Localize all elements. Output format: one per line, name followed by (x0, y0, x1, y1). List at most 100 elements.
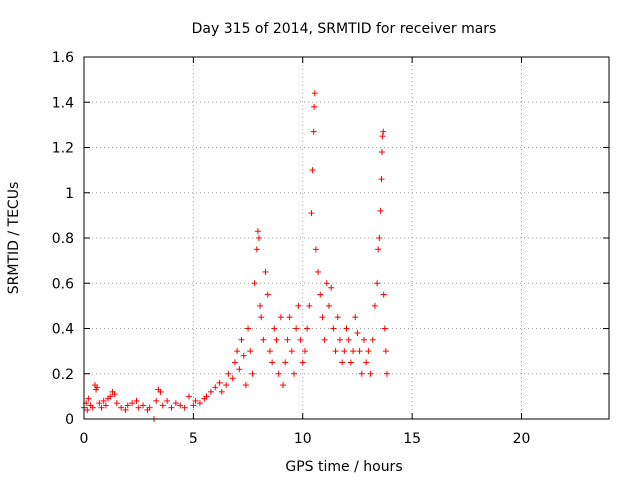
data-point (284, 336, 291, 343)
y-tick-label: 0.6 (52, 276, 74, 292)
data-point (207, 388, 214, 395)
data-point (336, 336, 343, 343)
data-point (378, 149, 385, 156)
data-point (343, 325, 350, 332)
data-point (159, 402, 166, 409)
data-point (254, 228, 261, 235)
data-point (367, 370, 374, 377)
x-tick-label: 0 (80, 431, 89, 447)
data-point (334, 314, 341, 321)
data-point (380, 291, 387, 298)
data-point (251, 280, 258, 287)
data-point (264, 291, 271, 298)
data-point (288, 348, 295, 355)
axis-ticks: 0 0.2 0.4 0.6 0.8 1 1.2 1.4 1.6 0 5 10 15 20 (52, 50, 609, 447)
y-tick-label: 1.4 (52, 95, 74, 111)
data-point (365, 348, 372, 355)
data-point (291, 370, 297, 377)
plot-frame (83, 56, 610, 420)
data-point (308, 210, 315, 217)
x-axis-label: GPS time / hours (285, 459, 402, 475)
data-point (383, 370, 390, 377)
data-point (260, 336, 267, 343)
data-point (379, 133, 386, 140)
data-point (328, 284, 335, 291)
data-point (323, 280, 330, 287)
data-points (81, 90, 390, 422)
data-point (375, 246, 382, 253)
y-tick-label: 1 (65, 186, 74, 202)
data-point (186, 393, 192, 400)
data-point (262, 268, 269, 275)
data-point (245, 325, 252, 332)
data-point (275, 370, 282, 377)
data-point (122, 406, 129, 413)
data-point (380, 128, 387, 135)
data-point (354, 330, 361, 337)
data-point (146, 404, 153, 411)
data-point (172, 400, 179, 407)
data-point (332, 348, 339, 355)
data-point (190, 402, 197, 409)
data-point (98, 404, 105, 411)
data-point (238, 336, 245, 343)
data-point (225, 370, 232, 377)
data-point (266, 348, 273, 355)
grid-lines (84, 57, 609, 419)
data-point (234, 348, 241, 355)
data-point (100, 397, 107, 404)
data-point (381, 325, 388, 332)
data-point (297, 336, 304, 343)
y-tick-label: 1.6 (52, 50, 74, 66)
data-point (374, 280, 381, 287)
data-point (345, 336, 352, 343)
data-point (89, 404, 96, 411)
y-axis-label: SRMTID / TECUs (6, 182, 22, 295)
data-point (361, 336, 367, 343)
data-point (293, 325, 300, 332)
y-tick-label: 0.8 (52, 231, 74, 247)
data-point (282, 359, 289, 366)
data-point (256, 235, 262, 241)
data-point (229, 375, 236, 382)
data-point (231, 359, 238, 366)
data-point (363, 359, 370, 366)
data-point (309, 167, 316, 174)
x-tick-label: 5 (189, 431, 198, 447)
y-tick-label: 0.4 (52, 322, 74, 338)
data-point (299, 359, 306, 366)
data-point (96, 400, 103, 407)
data-point (247, 348, 254, 355)
x-tick-label: 10 (294, 431, 312, 447)
data-point (203, 393, 210, 400)
data-point (378, 176, 385, 183)
data-point (242, 382, 249, 389)
data-point (311, 90, 318, 97)
data-point (157, 388, 164, 395)
data-point (339, 359, 346, 366)
data-point (135, 404, 142, 411)
data-point (280, 382, 287, 389)
data-point (273, 336, 280, 343)
data-point (240, 352, 247, 359)
data-point (94, 384, 101, 391)
data-point (196, 400, 203, 407)
data-point (347, 359, 354, 366)
data-point (382, 348, 389, 355)
data-point (277, 314, 284, 321)
data-point (218, 388, 225, 395)
data-point (286, 314, 293, 321)
data-point (181, 404, 188, 411)
data-point (369, 336, 376, 343)
data-point (315, 268, 322, 275)
data-point (102, 402, 109, 409)
data-point (85, 395, 92, 402)
data-point (317, 291, 324, 298)
data-point (310, 128, 317, 135)
data-point (177, 402, 184, 409)
data-point (319, 314, 326, 321)
data-point (84, 406, 91, 413)
data-point (223, 382, 230, 389)
data-point (358, 370, 365, 377)
data-point (168, 404, 175, 411)
